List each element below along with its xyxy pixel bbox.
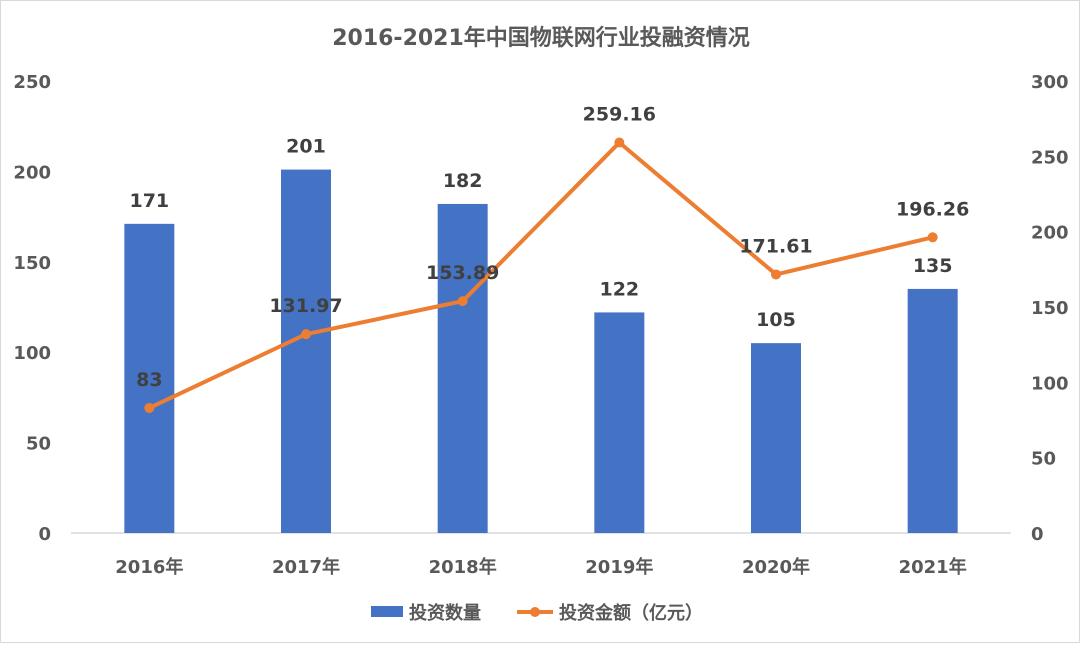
- right-axis-tick: 50: [1031, 449, 1056, 470]
- right-axis-tick: 100: [1031, 373, 1069, 394]
- right-axis-tick: 0: [1031, 524, 1044, 545]
- x-axis-tick: 2016年: [115, 556, 183, 578]
- legend-line-label: 投资金额（亿元）: [559, 602, 703, 624]
- line-value-label: 153.89: [426, 262, 499, 284]
- bar-2016年[interactable]: [124, 223, 175, 533]
- left-axis-tick: 100: [13, 343, 51, 364]
- x-axis-tick: 2018年: [429, 556, 497, 578]
- bar-value-label: 122: [599, 278, 639, 300]
- right-axis-tick: 200: [1031, 223, 1069, 244]
- line-marker[interactable]: [457, 296, 468, 307]
- bar-2018年[interactable]: [437, 203, 488, 533]
- x-axis-tick: 2021年: [899, 556, 967, 578]
- chart-title: 2016-2021年中国物联网行业投融资情况: [332, 25, 750, 51]
- line-marker[interactable]: [144, 402, 155, 413]
- right-axis-tick: 150: [1031, 298, 1069, 319]
- right-axis-tick: 250: [1031, 147, 1069, 168]
- line-marker[interactable]: [771, 269, 781, 280]
- legend-bar-label: 投资数量: [409, 602, 481, 624]
- line-value-label: 196.26: [896, 198, 969, 220]
- investment-amount-line: [148, 140, 934, 410]
- line-marker[interactable]: [614, 137, 625, 148]
- line-value-label: 171.61: [739, 235, 812, 257]
- x-axis-tick: 2019年: [585, 556, 653, 578]
- bar-value-label: 171: [129, 190, 169, 212]
- bar-value-label: 201: [286, 136, 326, 158]
- bar-value-label: 182: [443, 170, 483, 192]
- right-axis-tick: 300: [1031, 72, 1069, 93]
- line-marker[interactable]: [301, 329, 311, 340]
- bar-2017年[interactable]: [281, 169, 331, 534]
- legend-bar-swatch-icon: [371, 606, 403, 617]
- legend-line-marker-icon: [530, 607, 540, 617]
- x-axis-tick: 2017年: [272, 556, 340, 578]
- bar-2019年[interactable]: [594, 312, 645, 533]
- left-axis-tick: 0: [38, 524, 51, 545]
- bar-value-label: 135: [913, 255, 953, 277]
- bar-value-label: 105: [756, 309, 796, 331]
- left-axis-tick: 50: [26, 434, 51, 455]
- line-value-label: 83: [136, 369, 162, 391]
- line-marker[interactable]: [927, 232, 938, 243]
- left-axis-tick: 250: [13, 72, 51, 93]
- line-value-label: 259.16: [583, 104, 656, 126]
- line-value-label: 131.97: [269, 295, 342, 317]
- left-axis-tick: 150: [13, 253, 51, 274]
- bar-2021年[interactable]: [907, 288, 958, 533]
- x-axis-tick: 2020年: [742, 556, 810, 578]
- bar-2020年[interactable]: [751, 343, 801, 533]
- left-axis-tick: 200: [13, 162, 51, 183]
